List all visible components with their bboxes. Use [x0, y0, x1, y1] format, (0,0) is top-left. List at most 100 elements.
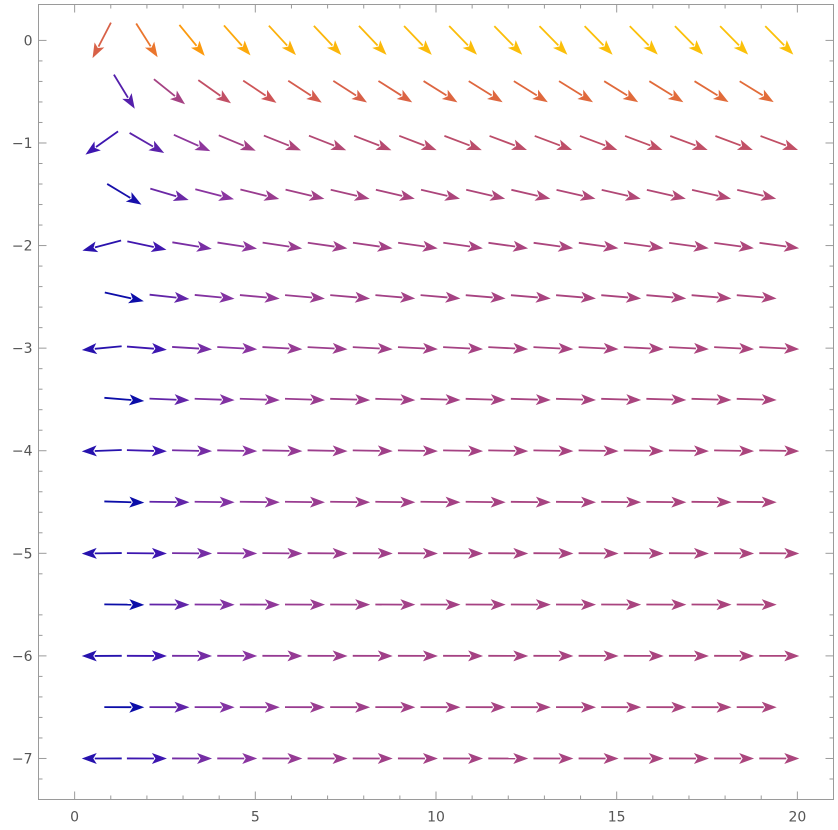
y-tick-label: −7 — [12, 751, 33, 767]
arrow-head — [190, 40, 205, 56]
vector-arrow — [443, 547, 484, 559]
arrow-shaft — [513, 80, 538, 97]
vector-arrow — [691, 599, 732, 611]
arrow-shaft — [172, 241, 200, 248]
arrow-shaft — [511, 188, 538, 197]
y-tick-label: −1 — [12, 136, 33, 152]
vector-arrow — [714, 445, 755, 457]
vector-arrow — [129, 132, 165, 154]
x-axis: 0 5 10 15 20 — [70, 4, 834, 826]
vector-arrow — [285, 291, 325, 303]
arrow-head — [580, 394, 597, 406]
arrow-head — [671, 496, 687, 508]
vector-arrow — [533, 547, 574, 559]
vector-arrow — [623, 240, 664, 252]
vector-arrow — [178, 24, 205, 56]
arrow-shaft — [468, 80, 493, 97]
arrow-head — [422, 342, 438, 354]
arrow-head — [173, 291, 190, 303]
arrow-shaft — [719, 25, 740, 47]
arrow-head — [581, 599, 597, 611]
vector-arrow — [488, 445, 529, 457]
vector-arrow — [694, 80, 729, 103]
arrow-head — [462, 40, 478, 55]
arrow-head — [174, 496, 190, 508]
arrow-head — [151, 650, 167, 662]
vector-arrow — [488, 650, 529, 662]
vector-arrow — [242, 79, 277, 103]
arrow-shaft — [397, 449, 425, 452]
vector-arrow — [126, 343, 167, 355]
arrow-head — [758, 89, 774, 103]
vector-arrow — [669, 135, 708, 150]
arrow-shaft — [330, 294, 358, 299]
vector-arrow — [736, 701, 777, 713]
vector-arrow — [623, 752, 664, 764]
arrow-head — [648, 547, 664, 559]
arrow-shaft — [715, 135, 741, 147]
arrow-head — [129, 599, 145, 611]
vector-arrow — [375, 394, 416, 406]
vector-arrow — [533, 650, 574, 662]
arrow-head — [151, 547, 167, 559]
arrow-head — [626, 701, 642, 713]
arrow-head — [281, 40, 296, 56]
arrow-shaft — [153, 78, 176, 97]
arrow-shaft — [262, 346, 290, 350]
arrow-head — [128, 292, 144, 304]
arrow-shaft — [489, 135, 516, 147]
arrow-head — [468, 547, 484, 559]
vector-arrow — [578, 752, 619, 764]
vector-arrow — [217, 445, 258, 457]
arrow-head — [490, 291, 506, 303]
vector-arrow — [149, 291, 190, 303]
arrow-head — [716, 394, 732, 406]
arrow-head — [693, 342, 709, 354]
vector-arrow — [223, 24, 251, 56]
vector-arrow — [739, 80, 774, 103]
vector-arrow — [313, 25, 342, 55]
arrow-head — [174, 701, 190, 713]
vector-arrow — [262, 650, 303, 662]
arrow-shaft — [739, 80, 764, 97]
vector-arrow — [104, 291, 144, 304]
arrow-shaft — [195, 188, 222, 197]
arrow-shaft — [578, 346, 606, 350]
y-tick-label: −5 — [12, 546, 33, 562]
arrow-head — [626, 394, 642, 406]
arrow-head — [82, 241, 99, 253]
vector-arrow — [307, 547, 348, 559]
vector-arrow — [194, 291, 235, 303]
arrow-shaft — [403, 25, 424, 47]
arrow-head — [513, 650, 529, 662]
arrow-shaft — [377, 80, 402, 97]
vector-arrow — [646, 394, 687, 406]
vector-arrow — [691, 188, 732, 201]
arrow-shaft — [423, 80, 447, 97]
arrow-shaft — [623, 241, 651, 248]
vector-arrow — [285, 188, 325, 201]
vector-arrow — [106, 183, 142, 205]
arrow-shaft — [668, 449, 696, 452]
vector-arrow — [736, 291, 777, 303]
arrow-head — [354, 291, 371, 303]
arrow-head — [445, 291, 461, 303]
arrow-head — [691, 139, 708, 150]
vector-arrow — [443, 240, 483, 252]
vector-arrow — [330, 394, 371, 406]
vector-arrow — [397, 650, 438, 662]
arrow-head — [603, 445, 619, 457]
vector-arrow — [332, 80, 368, 103]
vector-arrow — [307, 240, 348, 252]
arrow-shaft — [398, 241, 425, 248]
vector-arrow — [377, 80, 413, 103]
arrow-head — [736, 139, 753, 150]
arrow-head — [242, 445, 258, 457]
arrow-head — [377, 650, 393, 662]
vector-arrow — [601, 599, 642, 611]
arrow-head — [643, 40, 658, 55]
vector-arrow — [375, 291, 416, 303]
x-tick-label: 20 — [788, 810, 806, 826]
arrow-shaft — [764, 25, 785, 47]
arrow-head — [196, 445, 213, 457]
